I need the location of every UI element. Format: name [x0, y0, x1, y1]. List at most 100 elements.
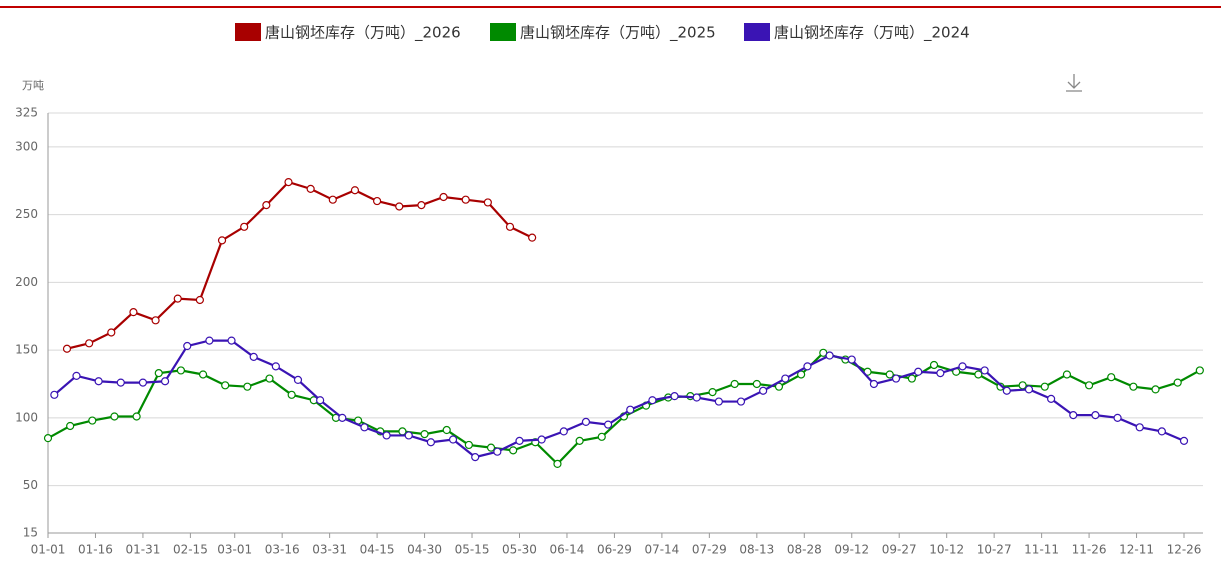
point [493, 447, 502, 456]
x-tick-label: 01-16 [78, 543, 113, 557]
point [980, 366, 989, 375]
x-tick-label: 07-29 [692, 543, 727, 557]
point [85, 339, 94, 348]
point [62, 344, 72, 353]
point [528, 233, 537, 242]
point [847, 355, 856, 364]
point [929, 360, 939, 370]
point [515, 436, 524, 445]
point [648, 396, 657, 405]
point [1113, 413, 1122, 422]
point [736, 397, 746, 406]
y-tick-label: 325 [15, 106, 38, 120]
point [914, 367, 923, 376]
legend-swatch [744, 23, 770, 41]
point [752, 379, 761, 389]
point [670, 392, 679, 401]
point [94, 377, 103, 386]
point [537, 435, 546, 444]
point [404, 431, 413, 440]
x-tick-label: 12-11 [1119, 543, 1154, 557]
point [72, 371, 81, 380]
point [372, 196, 382, 206]
x-tick-label: 09-27 [882, 543, 917, 557]
x-tick-label: 12-26 [1167, 543, 1202, 557]
x-tick-label: 10-27 [977, 543, 1012, 557]
point [581, 417, 591, 427]
x-tick-label: 02-15 [173, 543, 208, 557]
point [195, 295, 204, 305]
x-tick-label: 10-12 [929, 543, 964, 557]
point [420, 429, 429, 439]
point [116, 378, 125, 387]
point [1084, 381, 1094, 390]
point [271, 362, 280, 371]
point [265, 374, 274, 383]
y-tick-label: 250 [15, 207, 38, 221]
point [885, 370, 894, 379]
point [284, 177, 293, 187]
point [464, 440, 473, 450]
point [936, 369, 945, 378]
point [1173, 378, 1182, 387]
point [154, 369, 163, 378]
point [483, 198, 492, 207]
point [714, 397, 723, 406]
point [198, 370, 208, 379]
point [1151, 385, 1160, 394]
point [107, 328, 116, 337]
point [461, 195, 470, 204]
point [306, 184, 315, 193]
x-tick-label: 05-15 [455, 543, 490, 557]
point [217, 236, 227, 245]
y-tick-label: 200 [15, 275, 38, 289]
x-tick-label: 03-16 [265, 543, 300, 557]
point [249, 352, 258, 361]
x-tick-label: 08-13 [739, 543, 774, 557]
point [205, 336, 214, 345]
y-tick-label: 50 [23, 478, 38, 492]
point [692, 393, 701, 402]
y-tick-label: 300 [15, 139, 38, 153]
download-icon[interactable] [1066, 74, 1082, 92]
point [1195, 366, 1204, 375]
point [426, 438, 435, 447]
point [708, 387, 717, 397]
point [328, 195, 337, 204]
point [287, 390, 296, 399]
point [138, 378, 148, 387]
point [907, 374, 916, 383]
point [50, 390, 59, 399]
x-tick-label: 01-31 [125, 543, 160, 557]
point [891, 374, 901, 383]
point [509, 446, 518, 455]
x-tick-label: 09-12 [834, 543, 869, 557]
point [575, 436, 584, 445]
point [597, 432, 606, 441]
point [1002, 386, 1011, 395]
point [759, 386, 768, 395]
x-tick-label: 04-30 [407, 543, 442, 557]
point [173, 294, 182, 303]
point [439, 192, 448, 202]
legend-label: 唐山钢坯库存（万吨）_2024 [774, 24, 970, 43]
point [398, 427, 407, 436]
point [360, 423, 369, 432]
legend-swatch [490, 23, 516, 41]
x-tick-label: 04-15 [360, 543, 395, 557]
point [471, 453, 480, 462]
point [221, 381, 230, 390]
point [825, 351, 834, 360]
legend-label: 唐山钢坯库存（万吨）_2025 [520, 24, 716, 43]
point [110, 412, 119, 421]
point [43, 434, 53, 443]
point [316, 396, 325, 405]
y-unit: 万吨 [22, 79, 44, 92]
point [395, 202, 404, 211]
point [505, 222, 515, 231]
point [262, 201, 271, 210]
x-tick-label: 06-14 [550, 543, 585, 557]
point [1024, 385, 1034, 394]
